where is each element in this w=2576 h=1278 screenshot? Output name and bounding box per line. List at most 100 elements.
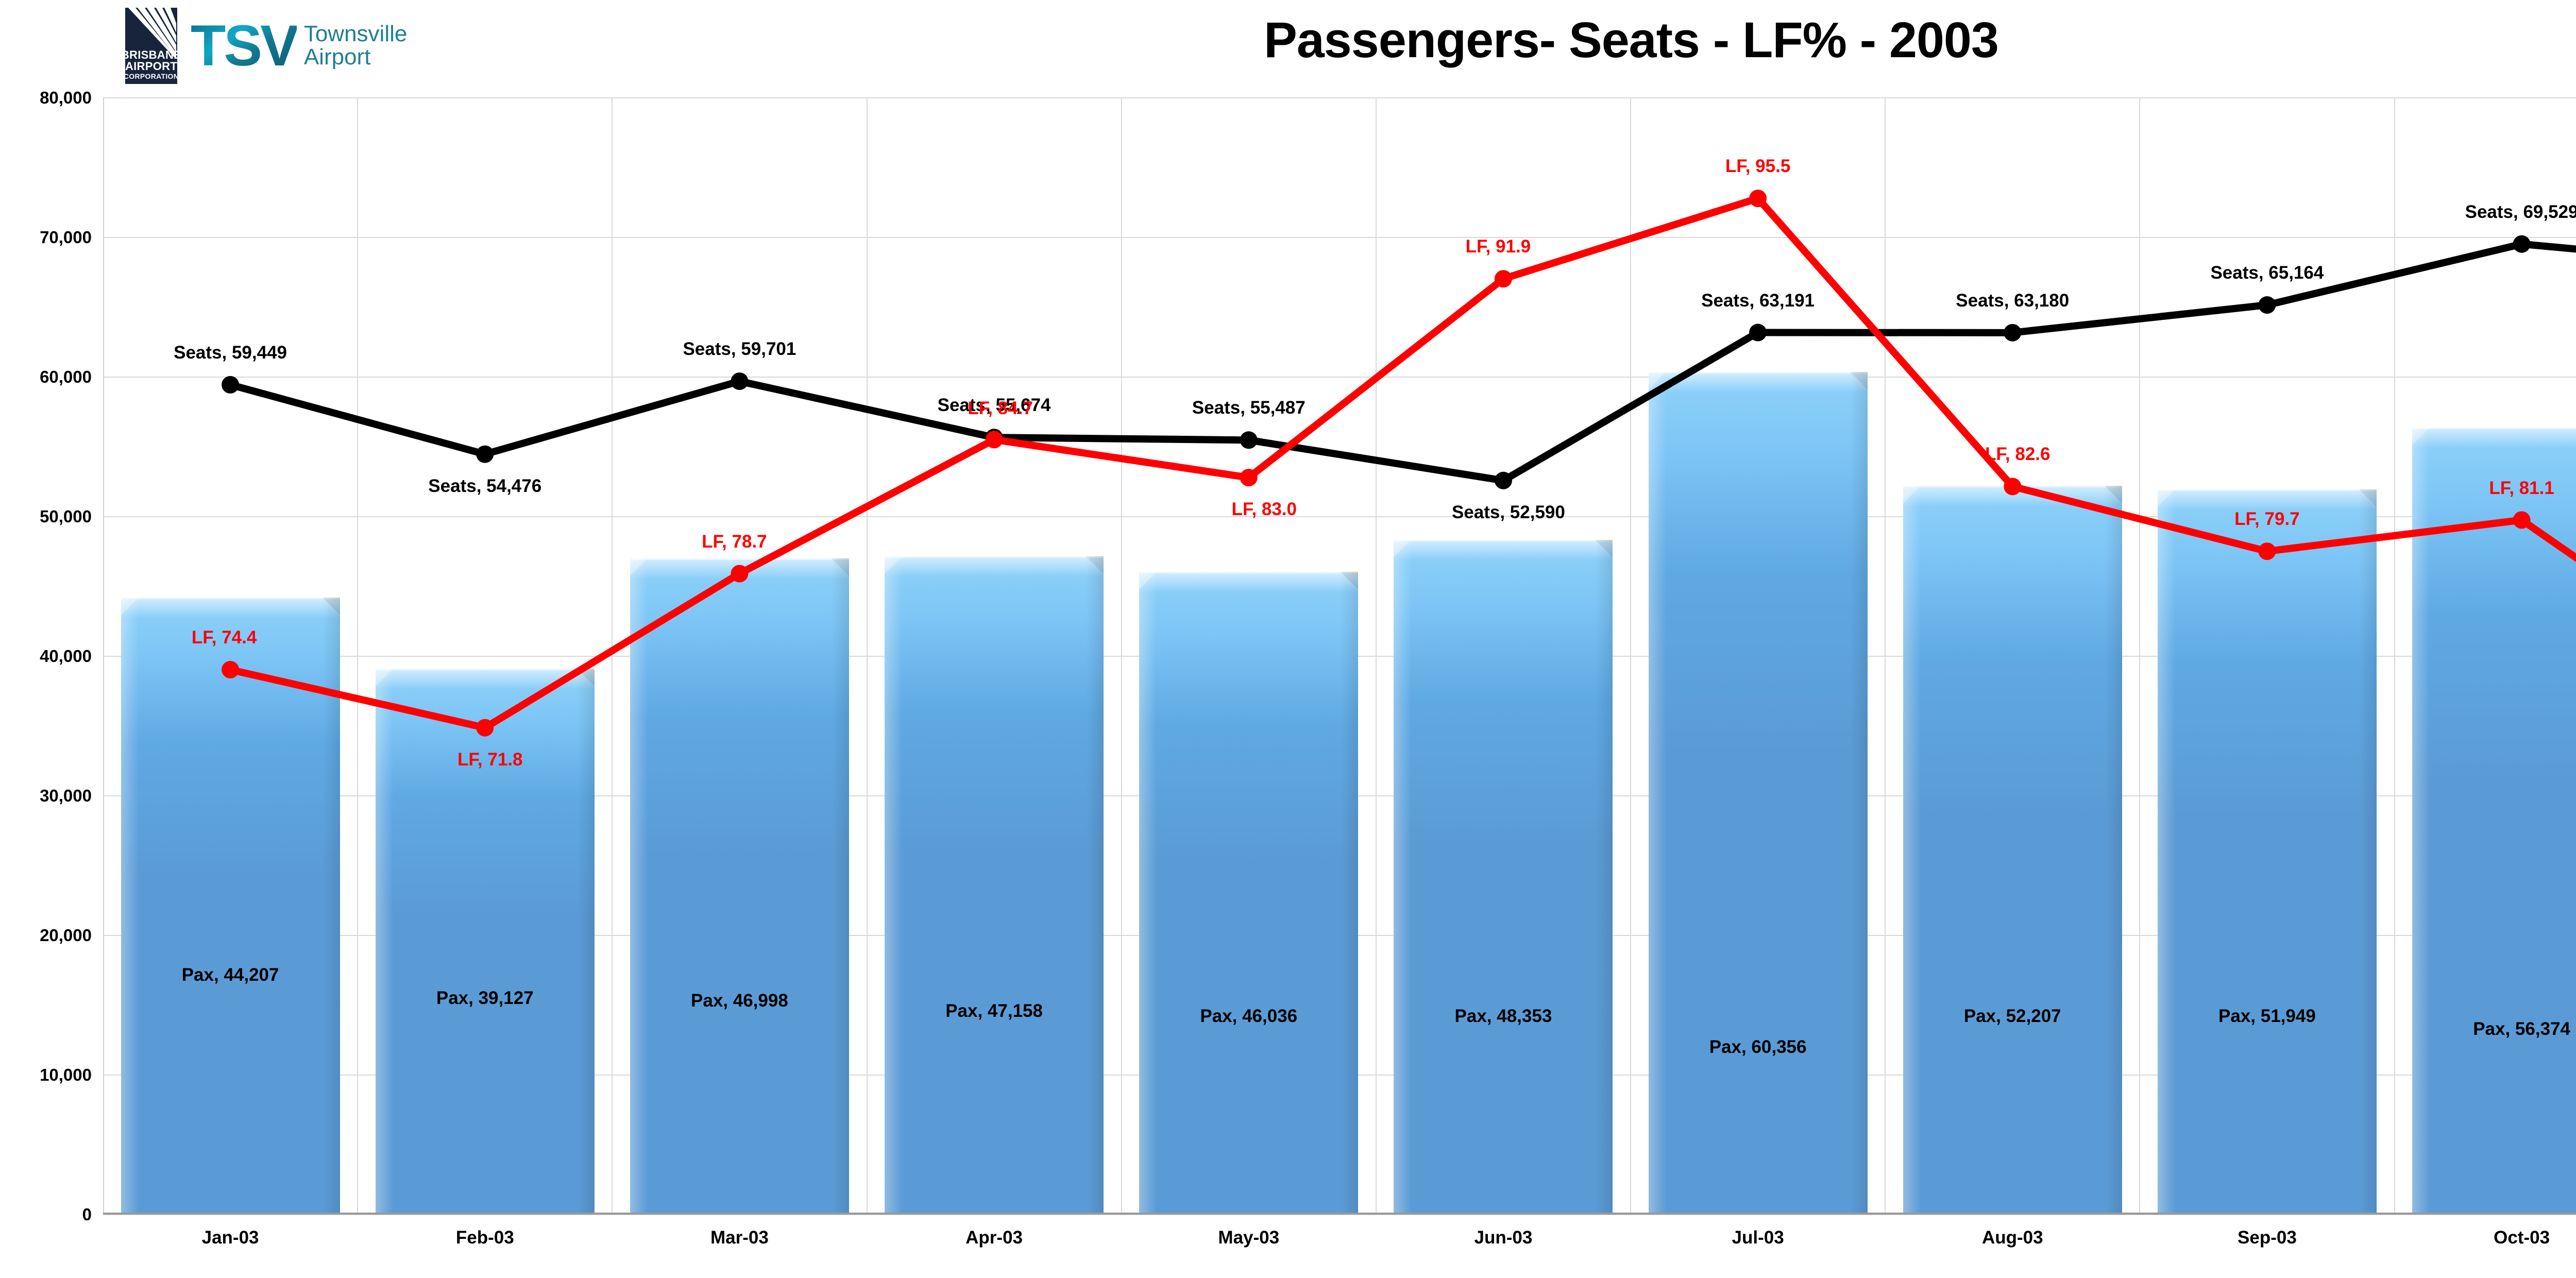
- plot-left-border: [103, 98, 104, 1215]
- pax-bar[interactable]: [1394, 539, 1613, 1215]
- pax-bar[interactable]: [2412, 428, 2576, 1215]
- lf-marker[interactable]: [1494, 270, 1512, 288]
- lf-marker[interactable]: [1240, 469, 1258, 487]
- pax-data-label: Pax, 56,374: [2473, 1019, 2570, 1039]
- bar-left-bevel: [121, 598, 139, 1215]
- lf-marker[interactable]: [731, 565, 749, 583]
- bar-corner-tr: [2359, 489, 2377, 507]
- gridline-vertical: [1630, 98, 1631, 1215]
- gridline-vertical: [2394, 98, 2395, 1215]
- plot-area: Pax, 44,207 Pax, 39,127 Pax, 46,998 Pax, 47…: [103, 97, 2576, 1215]
- category-label: May-03: [1218, 1228, 1280, 1248]
- lf-data-label: LF, 91.9: [1465, 236, 1531, 257]
- gridline-horizontal: [103, 237, 2576, 238]
- seats-marker[interactable]: [1494, 471, 1512, 489]
- category-label: Apr-03: [965, 1228, 1023, 1248]
- bar-top-highlight: [1394, 539, 1613, 560]
- bar-left-bevel: [375, 668, 393, 1215]
- seats-data-label: Seats, 65,164: [2210, 263, 2324, 283]
- category-label: Oct-03: [2494, 1228, 2550, 1248]
- gridline-horizontal: [103, 1214, 2576, 1215]
- left-axis-tick-label: 30,000: [40, 786, 92, 805]
- seats-marker[interactable]: [1240, 431, 1258, 449]
- lf-data-label: LF, 83.0: [1231, 499, 1297, 520]
- bar-corner-tl: [1903, 486, 1921, 504]
- bar-corner-tr: [1595, 539, 1613, 557]
- pax-bar[interactable]: [121, 598, 340, 1215]
- left-value-axis: 0 10,000 20,000 30,000 40,000 50,000 60,000 70,…: [0, 88, 99, 1224]
- bar-left-bevel: [1394, 539, 1412, 1215]
- bar-right-bevel: [1850, 372, 1868, 1215]
- seats-marker[interactable]: [731, 372, 749, 390]
- lf-data-label: LF, 78.7: [702, 531, 767, 552]
- lf-marker[interactable]: [2513, 511, 2531, 529]
- lf-marker[interactable]: [222, 661, 240, 679]
- bar-top-highlight: [885, 556, 1104, 577]
- gridline-vertical: [1885, 98, 1886, 1215]
- bar-corner-tl: [2412, 428, 2430, 446]
- seats-data-label: Seats, 54,476: [428, 475, 542, 496]
- pax-bar[interactable]: [2157, 489, 2377, 1215]
- left-axis-tick-label: 50,000: [40, 507, 92, 526]
- seats-data-label: Seats, 63,180: [1956, 290, 2070, 311]
- seats-marker[interactable]: [2004, 323, 2022, 342]
- bar-corner-tr: [2104, 486, 2122, 504]
- pax-bar[interactable]: [375, 668, 595, 1215]
- brisbane-airport-corporation-mark: BRISBANE AIRPORT CORPORATION: [125, 8, 177, 84]
- pax-bar[interactable]: [1648, 372, 1868, 1215]
- category-label: Aug-03: [1981, 1228, 2043, 1248]
- bar-left-bevel: [1139, 572, 1157, 1215]
- left-axis-tick-label: 60,000: [40, 367, 92, 386]
- lf-data-label: LF, 82.6: [1985, 444, 2050, 465]
- seats-marker[interactable]: [2258, 296, 2276, 314]
- left-axis-tick-label: 10,000: [40, 1065, 92, 1084]
- category-label: Sep-03: [2238, 1228, 2297, 1248]
- category-axis: Jan-03 Feb-03 Mar-03 Apr-03 May-03 Jun-03 Jul-…: [103, 1218, 2576, 1270]
- seats-data-label: Seats, 69,529: [2465, 201, 2576, 222]
- bar-corner-tl: [2157, 489, 2175, 507]
- pax-bar[interactable]: [1903, 486, 2122, 1215]
- pax-data-label: Pax, 51,949: [2218, 1006, 2316, 1026]
- lf-marker[interactable]: [985, 431, 1003, 449]
- seats-data-label: Seats, 55,674: [937, 395, 1051, 416]
- left-axis-tick-label: 20,000: [40, 926, 92, 945]
- lf-marker[interactable]: [476, 719, 494, 737]
- bar-corner-tl: [630, 558, 648, 576]
- bac-line-3: CORPORATION: [125, 72, 177, 80]
- lf-marker[interactable]: [1749, 190, 1767, 208]
- seats-marker[interactable]: [222, 376, 240, 394]
- pax-bar[interactable]: [1139, 572, 1359, 1215]
- seats-marker[interactable]: [476, 445, 494, 463]
- seats-data-label: Seats, 59,701: [683, 339, 796, 360]
- left-axis-tick-label: 40,000: [40, 646, 92, 666]
- bar-left-bevel: [1648, 372, 1666, 1215]
- bar-corner-tl: [121, 598, 139, 615]
- sunburst-rays-icon: [128, 8, 176, 58]
- lf-marker[interactable]: [2258, 542, 2276, 560]
- line-series-layer: [222, 190, 2576, 737]
- bar-right-bevel: [1595, 539, 1613, 1215]
- lf-marker[interactable]: [2004, 478, 2022, 496]
- bar-right-bevel: [1341, 572, 1359, 1215]
- gridline-vertical: [612, 98, 613, 1215]
- townsville-airport-logo: BRISBANE AIRPORT CORPORATION TSV Townsvi…: [125, 7, 407, 84]
- bar-right-bevel: [322, 598, 340, 1215]
- seats-line[interactable]: [227, 240, 2576, 484]
- pax-bar[interactable]: [885, 556, 1104, 1215]
- pax-data-label: Pax, 48,353: [1454, 1006, 1552, 1026]
- seats-data-label: Seats, 52,590: [1451, 502, 1565, 522]
- bar-right-bevel: [577, 668, 595, 1215]
- seats-marker[interactable]: [1749, 323, 1767, 342]
- gridline-vertical: [1121, 98, 1122, 1215]
- bar-corner-tr: [322, 598, 340, 615]
- bar-left-bevel: [1903, 486, 1921, 1215]
- lf-line[interactable]: [227, 195, 2576, 731]
- seats-data-label: Seats, 55,487: [1192, 398, 1306, 418]
- lf-data-label: LF, 95.5: [1725, 156, 1791, 177]
- pax-data-label: Pax, 60,356: [1709, 1037, 1807, 1057]
- bac-line-2: AIRPORT: [125, 60, 177, 73]
- lf-data-label: LF, 71.8: [457, 749, 523, 770]
- pax-bar[interactable]: [630, 558, 849, 1215]
- seats-marker[interactable]: [2513, 235, 2531, 253]
- bar-right-bevel: [2359, 489, 2377, 1215]
